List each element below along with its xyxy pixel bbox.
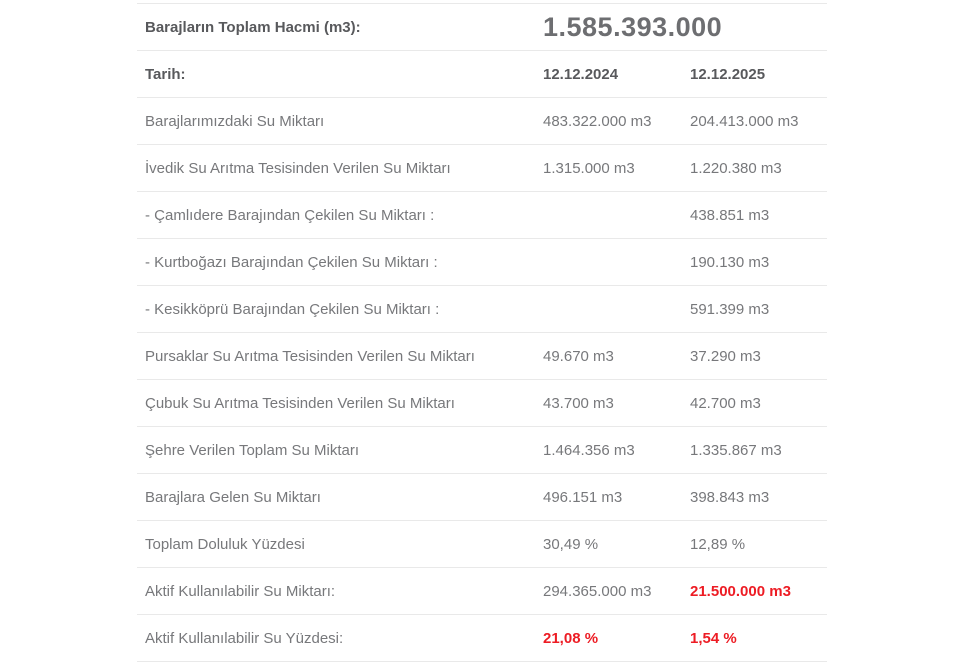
date-label: Tarih: [145, 65, 186, 83]
row-label: Aktif Kullanılabilir Su Miktarı: [145, 582, 336, 600]
value-2025: 12,89 % [690, 535, 746, 553]
value-2025: 42.700 m3 [690, 394, 761, 412]
value-2024: 43.700 m3 [543, 394, 614, 412]
value-2025: 204.413.000 m3 [690, 112, 799, 130]
value-2024: 294.365.000 m3 [543, 582, 652, 600]
row-label: Şehre Verilen Toplam Su Miktarı [145, 441, 359, 459]
row-label: - Kesikköprü Barajından Çekilen Su Mikta… [145, 300, 440, 318]
row-label: Toplam Doluluk Yüzdesi [145, 535, 305, 553]
total-volume-value: 1.585.393.000 [543, 11, 723, 42]
value-2025: 190.130 m3 [690, 253, 770, 271]
row-label: - Kurtboğazı Barajından Çekilen Su Mikta… [145, 253, 438, 271]
table-row: Şehre Verilen Toplam Su Miktarı 1.464.356… [137, 427, 827, 474]
table-row: Barajlarımızdaki Su Miktarı 483.322.000 m… [137, 98, 827, 145]
table-row: Çubuk Su Arıtma Tesisinden Verilen Su Mi… [137, 380, 827, 427]
value-2024: 49.670 m3 [543, 347, 614, 365]
value-2025: 591.399 m3 [690, 300, 770, 318]
dam-water-report-table: Barajların Toplam Hacmi (m3): 1.585.393.… [137, 3, 827, 662]
table-row: Aktif Kullanılabilir Su Miktarı: 294.365.… [137, 568, 827, 615]
value-2025: 1,54 % [690, 629, 737, 647]
value-2024: 21,08 % [543, 629, 599, 647]
table-row: Toplam Doluluk Yüzdesi 30,49 % 12,89 % [137, 521, 827, 568]
value-2024: 483.322.000 m3 [543, 112, 652, 130]
value-2024: 1.315.000 m3 [543, 159, 635, 177]
value-2024: 30,49 % [543, 535, 599, 553]
value-2025: 438.851 m3 [690, 206, 770, 224]
total-volume-row: Barajların Toplam Hacmi (m3): 1.585.393.… [137, 4, 827, 51]
value-2025: 21.500.000 m3 [690, 582, 791, 600]
row-label: Pursaklar Su Arıtma Tesisinden Verilen S… [145, 347, 475, 365]
table-row: İvedik Su Arıtma Tesisinden Verilen Su M… [137, 145, 827, 192]
table-row: Barajlara Gelen Su Miktarı 496.151 m3 398.… [137, 474, 827, 521]
row-label: İvedik Su Arıtma Tesisinden Verilen Su M… [145, 159, 451, 177]
table-row: Aktif Kullanılabilir Su Yüzdesi: 21,08 % 1… [137, 615, 827, 662]
row-label: - Çamlıdere Barajından Çekilen Su Miktar… [145, 206, 435, 224]
data-rows-container: Barajlarımızdaki Su Miktarı 483.322.000 m… [137, 98, 827, 662]
value-2025: 1.220.380 m3 [690, 159, 782, 177]
total-volume-label: Barajların Toplam Hacmi (m3): [145, 18, 361, 36]
value-2024: 1.464.356 m3 [543, 441, 635, 459]
value-2025: 37.290 m3 [690, 347, 761, 365]
table-row: Pursaklar Su Arıtma Tesisinden Verilen S… [137, 333, 827, 380]
row-label: Barajlara Gelen Su Miktarı [145, 488, 321, 506]
table-row: - Kurtboğazı Barajından Çekilen Su Mikta… [137, 239, 827, 286]
date-header-row: Tarih: 12.12.2024 12.12.2025 [137, 51, 827, 98]
value-2025: 1.335.867 m3 [690, 441, 782, 459]
table-row: - Çamlıdere Barajından Çekilen Su Miktar… [137, 192, 827, 239]
value-2024: 496.151 m3 [543, 488, 623, 506]
row-label: Çubuk Su Arıtma Tesisinden Verilen Su Mi… [145, 394, 455, 412]
value-2025: 398.843 m3 [690, 488, 770, 506]
table-row: - Kesikköprü Barajından Çekilen Su Mikta… [137, 286, 827, 333]
date-column-2024: 12.12.2024 [543, 65, 619, 83]
row-label: Aktif Kullanılabilir Su Yüzdesi: [145, 629, 344, 647]
date-column-2025: 12.12.2025 [690, 65, 766, 83]
row-label: Barajlarımızdaki Su Miktarı [145, 112, 325, 130]
